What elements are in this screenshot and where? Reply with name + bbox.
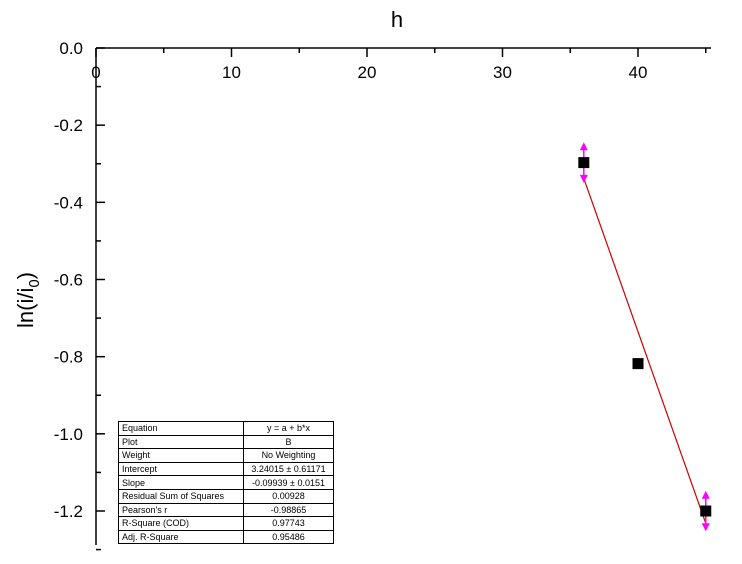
fit-table-row: R-Square (COD) 0.97743 [118,516,334,531]
x-axis-title: h [391,7,403,32]
fit-table-value: -0.09939 ± 0.0151 [243,475,334,490]
y-axis-title: ln(i/i0) [13,272,43,328]
x-tick-label: 40 [629,63,648,82]
fit-table-key: Adj. R-Square [118,529,244,545]
fit-table-row: Adj. R-Square 0.95486 [118,529,334,545]
y-tick-label: -1.0 [54,425,83,444]
fit-table-row: Plot B [118,434,334,450]
fit-table-key: Residual Sum of Squares [118,488,244,504]
fit-table-value: 0.97743 [243,516,334,531]
fit-results-table: Equation y = a + b*x Plot B Weight No Weighti… [118,421,334,545]
fit-line-layer [583,178,707,524]
fit-table-value: 0.95486 [243,529,334,545]
data-point [578,157,590,169]
error-bar-cap-top [701,490,710,499]
y-tick-label: -0.6 [54,271,83,290]
fit-table-row: Equation y = a + b*x [118,421,334,436]
fit-table-key: Slope [118,475,244,490]
fit-table-key: Weight [118,448,244,463]
fit-table-row: Slope -0.09939 ± 0.0151 [118,475,334,490]
y-tick-label: -1.2 [54,502,83,521]
fit-line [583,178,707,524]
fit-table-row: Intercept 3.24015 ± 0.61171 [118,461,334,477]
fit-table-key: R-Square (COD) [118,516,244,531]
x-axis: 010203040 [91,47,711,82]
fit-table-row: Residual Sum of Squares 0.00928 [118,488,334,504]
y-tick-label: -0.2 [54,116,83,135]
data-point [700,505,712,517]
y-tick-label: -0.8 [54,348,83,367]
error-bar-cap-top [579,142,588,151]
fit-table-key: Plot [118,434,244,450]
fit-table-row: Weight No Weighting [118,448,334,463]
error-bar-cap-bottom [701,523,710,532]
error-bar-cap-bottom [579,174,588,183]
fit-table-value: y = a + b*x [243,421,334,436]
x-tick-label: 30 [493,63,512,82]
y-tick-label: -0.4 [54,193,83,212]
error-bar-layer [579,142,710,532]
fit-table-row: Pearson's r -0.98865 [118,502,334,518]
fit-table-key: Equation [118,421,244,436]
y-tick-label: 0.0 [59,39,83,58]
fit-table-key: Pearson's r [118,502,244,518]
fit-table-value: No Weighting [243,448,334,463]
x-tick-label: 20 [358,63,377,82]
x-tick-label: 10 [222,63,241,82]
fit-table-value: B [243,434,334,450]
point-layer [578,157,712,517]
y-axis: 0.0 -0.2 -0.4 -0.6 -0.8 -1.0 -1.2 [54,39,105,551]
fit-table-value: 3.24015 ± 0.61171 [243,461,334,477]
fit-table-key: Intercept [118,461,244,477]
data-point [632,358,644,370]
fit-table-value: -0.98865 [243,502,334,518]
fit-table-value: 0.00928 [243,488,334,504]
